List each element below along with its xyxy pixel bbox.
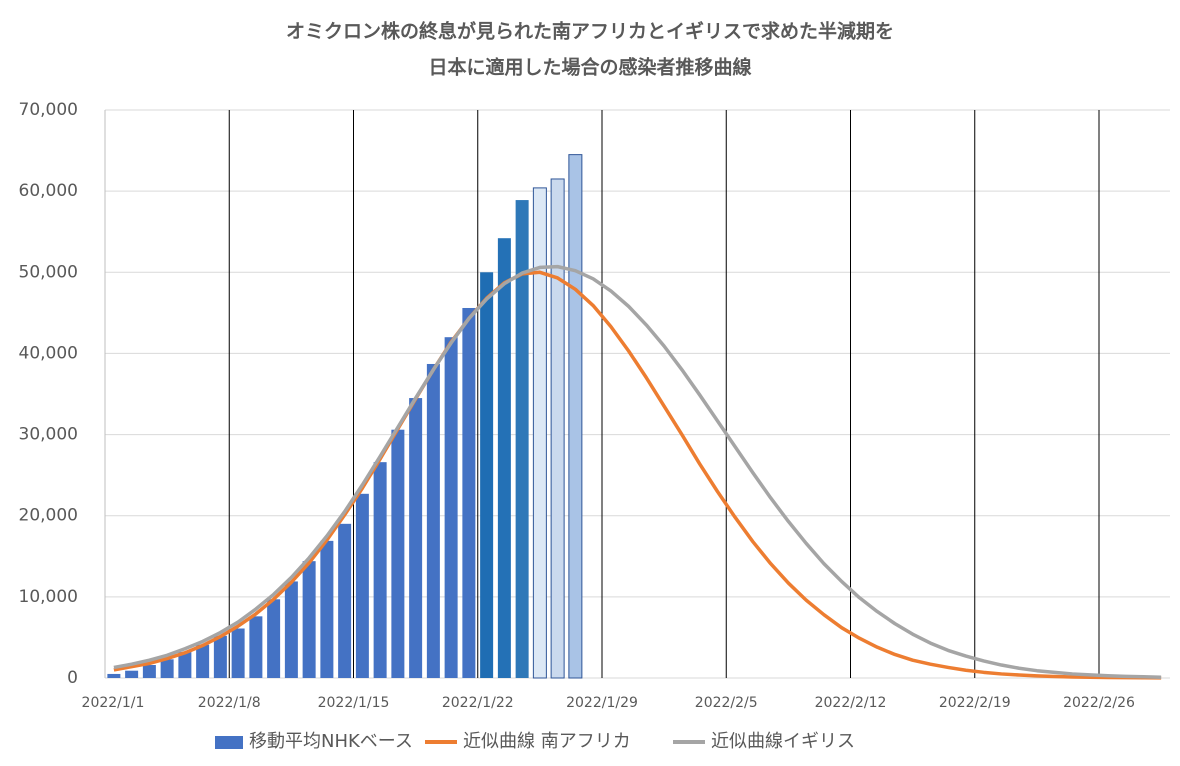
bar xyxy=(426,363,440,678)
bar xyxy=(444,337,458,678)
bar xyxy=(267,599,281,678)
bar xyxy=(497,238,511,678)
bar xyxy=(462,307,476,678)
x-tick-label: 2022/1/29 xyxy=(566,695,638,711)
bar xyxy=(142,665,156,678)
bar xyxy=(515,200,529,678)
bar xyxy=(532,187,547,679)
x-tick-label: 2022/2/12 xyxy=(815,695,887,711)
chart-title: オミクロン株の終息が見られた南アフリカとイギリスで求めた半減期を xyxy=(286,20,894,43)
bar xyxy=(480,272,494,678)
x-tick-label: 2022/2/19 xyxy=(939,695,1011,711)
y-tick-label: 0 xyxy=(67,668,78,688)
bar xyxy=(196,644,210,678)
chart-title: 日本に適用した場合の感染者推移曲線 xyxy=(428,56,751,79)
bar xyxy=(373,462,387,678)
x-tick-label: 2022/1/15 xyxy=(318,695,390,711)
bar xyxy=(249,616,263,678)
x-tick-label: 2022/2/26 xyxy=(1063,695,1135,711)
line xyxy=(113,270,1162,680)
x-tick-label: 2022/2/5 xyxy=(695,695,758,711)
bar xyxy=(550,178,565,679)
x-tick-label: 2022/1/1 xyxy=(82,695,145,711)
bar xyxy=(355,493,369,678)
bar xyxy=(178,652,192,678)
legend-label: 近似曲線イギリス xyxy=(711,731,855,752)
y-tick-label: 30,000 xyxy=(19,425,78,445)
legend-swatch xyxy=(215,736,243,749)
bar xyxy=(338,523,352,678)
bar xyxy=(231,628,245,678)
y-tick-label: 20,000 xyxy=(19,506,78,526)
bar xyxy=(302,561,316,678)
bar xyxy=(213,635,227,678)
legend-label: 近似曲線 南アフリカ xyxy=(463,731,631,752)
y-tick-label: 60,000 xyxy=(19,181,78,201)
bar xyxy=(125,670,139,678)
bar xyxy=(284,581,298,678)
line xyxy=(113,264,1162,679)
y-tick-label: 40,000 xyxy=(19,343,78,363)
x-tick-label: 2022/1/8 xyxy=(198,695,261,711)
y-tick-label: 50,000 xyxy=(19,262,78,282)
bar xyxy=(409,398,423,678)
bar xyxy=(320,540,334,678)
x-tick-label: 2022/1/22 xyxy=(442,695,514,711)
legend-label: 移動平均NHKベース xyxy=(249,731,413,752)
y-tick-label: 10,000 xyxy=(19,587,78,607)
bar xyxy=(160,659,174,678)
bar xyxy=(107,673,121,678)
y-tick-label: 70,000 xyxy=(19,100,78,120)
bar xyxy=(568,154,583,679)
bar xyxy=(391,429,405,678)
